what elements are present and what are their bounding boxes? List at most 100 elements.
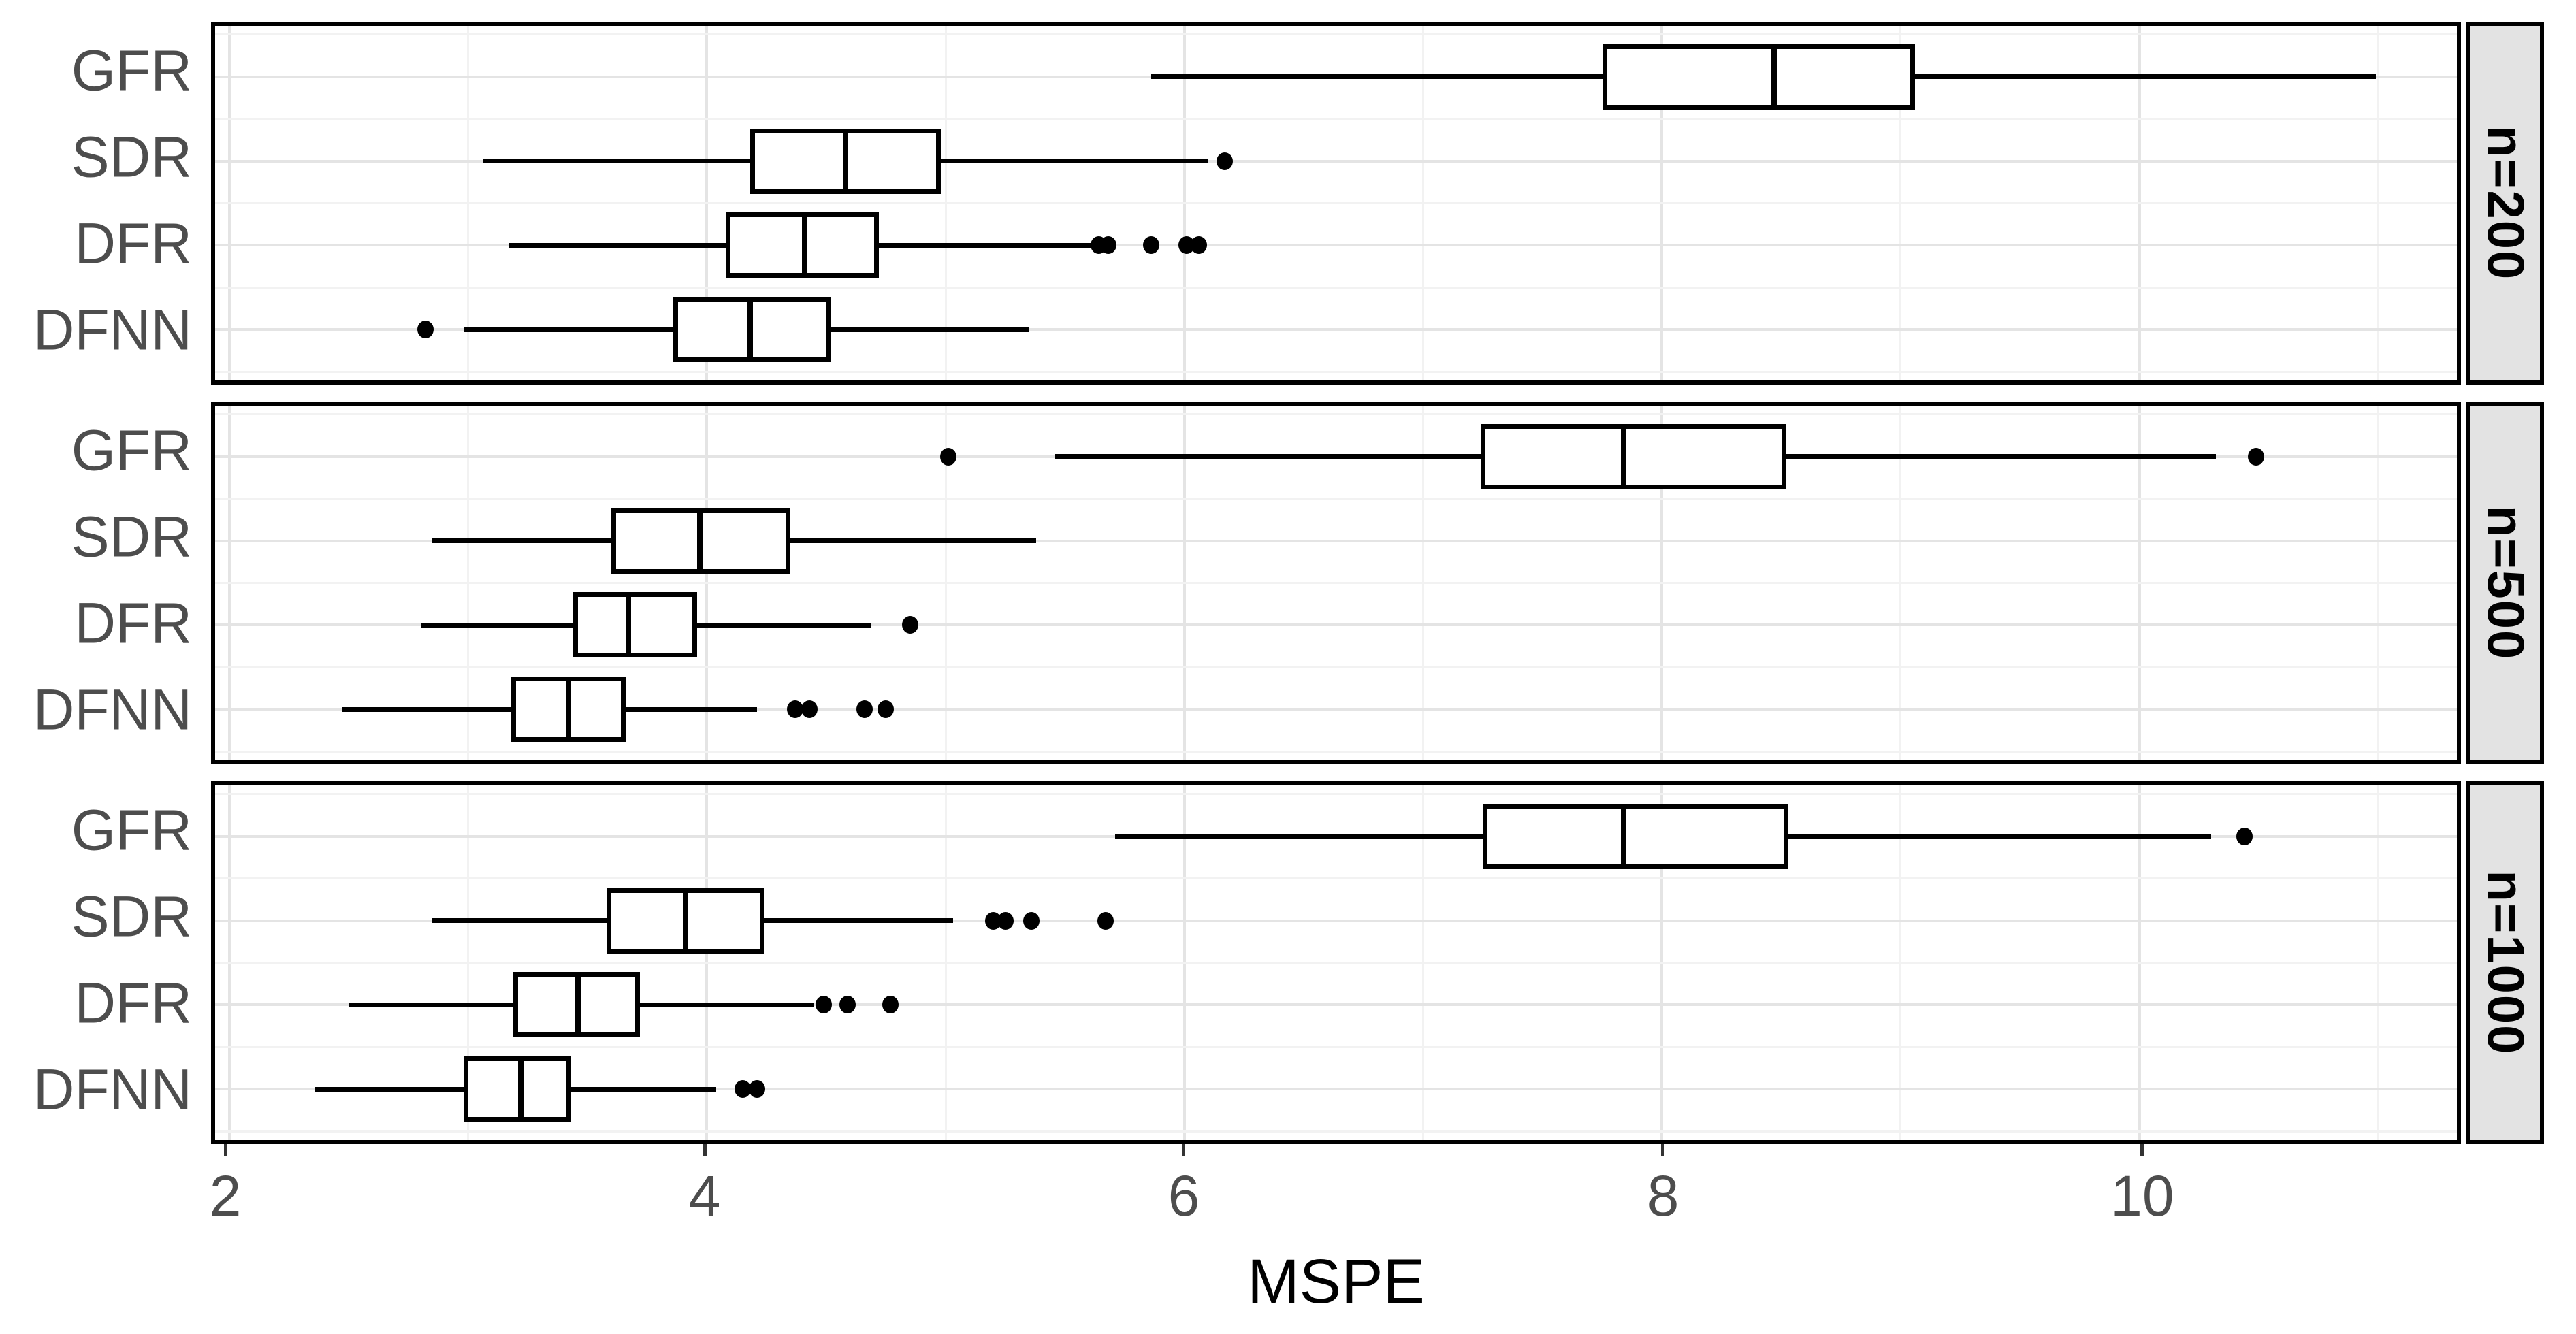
x-tick-label: 4 [688,1164,721,1228]
median-line [842,128,848,194]
median-line [625,592,631,658]
gridline-y-minor [215,202,2457,204]
outlier-point [882,996,899,1014]
whisker-lower [341,706,511,712]
gridline-y-major [215,328,2457,331]
facet-strip-label: n=200 [2476,125,2534,281]
y-axis-label-sdr: SDR [71,884,192,949]
median-line [802,212,808,278]
boxplot-row-dfnn [215,406,2457,760]
facet-strip-n-500: n=500 [2466,402,2544,764]
panel-plot-area [215,26,2457,380]
panel-plot-area [215,785,2457,1140]
outlier-point [801,700,818,719]
whisker-lower [432,538,612,543]
boxplot-row-sdr [215,406,2457,760]
gridline-y-minor [215,33,2457,35]
x-tick-mark [223,1144,227,1156]
whisker-lower [1055,454,1481,459]
whisker-upper [764,918,953,923]
whisker-lower [432,918,607,923]
gridline-y-major [215,708,2457,711]
facet-strip-label: n=500 [2476,505,2534,661]
outlier-point [939,447,956,466]
gridline-y-minor [215,666,2457,668]
x-tick-label: 10 [2110,1164,2174,1228]
whisker-upper [626,706,758,712]
facet-panel-n-500 [211,402,2461,764]
outlier-point [417,321,434,339]
y-axis-label-dfnn: DFNN [33,1057,192,1122]
outlier-point [1217,152,1234,170]
gridline-y-major [215,1003,2457,1007]
boxplot-row-dfr [215,26,2457,380]
median-line [1771,44,1777,110]
gridline-y-minor [215,413,2457,415]
whisker-upper [878,242,1092,248]
whisker-upper [1786,454,2216,459]
whisker-upper [640,1002,815,1007]
iqr-box [463,1056,571,1122]
whisker-upper [570,1086,717,1092]
whisker-lower [1150,74,1603,79]
gridline-y-major [215,623,2457,627]
gridline-y-minor [215,1130,2457,1133]
gridline-y-major [215,244,2457,247]
iqr-box [1602,44,1915,110]
median-line [696,508,703,574]
x-tick-label: 6 [1168,1164,1200,1228]
x-tick-label: 8 [1647,1164,1679,1228]
y-axis-label-dfnn: DFNN [33,677,192,742]
median-line [682,888,688,954]
whisker-upper [1788,834,2211,839]
x-tick-mark [703,1144,707,1156]
gridline-y-minor [215,582,2457,584]
whisker-upper [697,622,872,628]
outlier-point [878,700,895,719]
x-tick-mark [1661,1144,1665,1156]
boxplot-row-gfr [215,406,2457,760]
boxplot-row-dfr [215,406,2457,760]
outlier-point [816,996,833,1014]
gridline-y-minor [215,118,2457,120]
x-tick-mark [1182,1144,1186,1156]
facet-strip-label: n=1000 [2476,870,2534,1056]
whisker-lower [509,242,726,248]
gridline-y-major [215,919,2457,922]
median-line [1621,423,1627,489]
gridline-y-minor [215,286,2457,289]
facet-panel-n-200 [211,22,2461,385]
gridline-y-minor [215,750,2457,753]
whisker-upper [790,538,1037,543]
boxplot-row-dfr [215,785,2457,1140]
boxplot-row-sdr [215,26,2457,380]
outlier-point [997,911,1014,930]
gridline-y-major [215,539,2457,542]
whisker-lower [315,1086,464,1092]
median-line [566,677,572,743]
whisker-lower [482,159,750,163]
outlier-point [1023,911,1040,930]
gridline-y-minor [215,877,2457,879]
outlier-point [901,616,918,634]
gridline-y-minor [215,793,2457,795]
y-axis-label-dfnn: DFNN [33,297,192,362]
panel-plot-area [215,406,2457,760]
median-line [747,297,753,363]
outlier-point [839,996,856,1014]
outlier-point [1190,236,1207,255]
gridline-y-major [215,1088,2457,1091]
outlier-point [2248,447,2265,466]
outlier-point [1097,911,1114,930]
y-axis-label-gfr: GFR [71,798,192,862]
whisker-lower [463,327,674,332]
boxplot-row-dfnn [215,785,2457,1140]
y-axis-label-gfr: GFR [71,38,192,103]
whisker-lower [1115,834,1483,839]
whisker-upper [831,327,1029,332]
whisker-upper [1914,74,2376,79]
outlier-point [787,700,804,719]
x-tick-label: 2 [209,1164,242,1228]
whisker-upper [941,159,1208,163]
whisker-lower [420,622,574,628]
